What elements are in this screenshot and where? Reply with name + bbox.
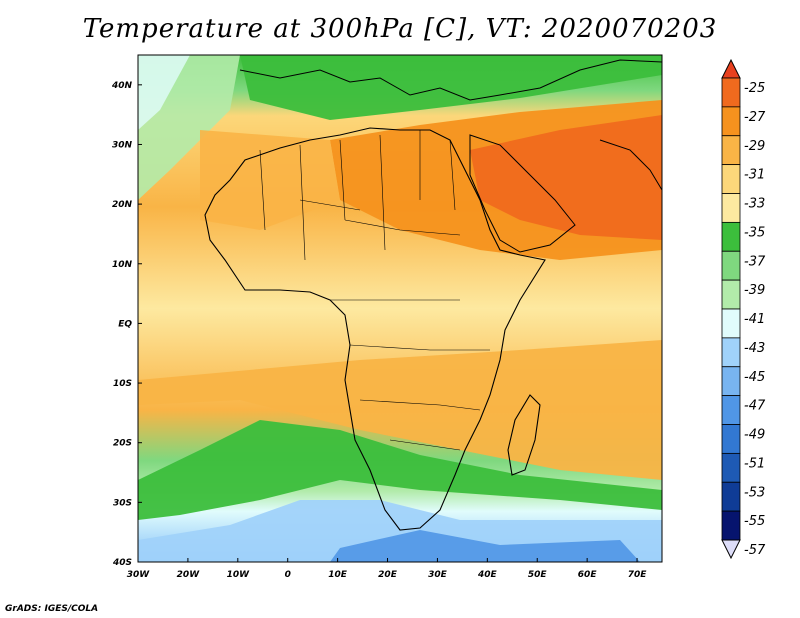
lon-tick-label: 20W <box>177 570 201 580</box>
colorbar-label: -33 <box>744 197 765 212</box>
plot-frame <box>137 54 663 563</box>
colorbar-label: -27 <box>744 110 766 125</box>
colorbar-swatch <box>721 164 741 194</box>
lon-tick-label: 10W <box>227 570 251 580</box>
map-title: Temperature at 300hPa [C], VT: 202007020… <box>82 14 718 44</box>
lat-tick-label: 40N <box>111 81 133 91</box>
lon-tick-label: 60E <box>578 570 598 580</box>
lon-tick-label: 50E <box>528 570 548 580</box>
lon-tick-label: 30E <box>428 570 448 580</box>
colorbar-swatch <box>721 481 741 512</box>
temperature-region-west-ocean-cool <box>138 55 190 130</box>
colorbar-swatch <box>721 452 741 483</box>
africa-coastline <box>204 127 546 531</box>
lat-tick-label: 30N <box>112 140 133 150</box>
lon-tick-label: 10E <box>328 570 348 580</box>
colorbar-swatch <box>721 424 741 454</box>
country-borders <box>259 130 490 451</box>
lon-tick-label: 30W <box>127 570 151 580</box>
colorbar-label: -35 <box>744 225 765 240</box>
colorbar-top-arrow <box>721 58 741 79</box>
lon-tick-label: 20E <box>378 570 398 580</box>
footer-credit: GrADS: IGES/COLA <box>5 604 99 614</box>
colorbar-label: -39 <box>744 283 765 298</box>
colorbar-bottom-arrow <box>721 539 741 560</box>
colorbar-swatch <box>721 308 741 339</box>
colorbar-swatch <box>721 77 741 108</box>
colorbar-label: -37 <box>744 254 766 269</box>
colorbar-swatch <box>721 135 741 166</box>
colorbar-label: -43 <box>744 341 765 356</box>
europe-coast <box>239 59 662 101</box>
lat-tick-label: 30S <box>113 498 132 508</box>
lon-tick-label: 70E <box>628 570 648 580</box>
colorbar-swatch <box>721 395 741 425</box>
madagascar-outline <box>507 394 541 476</box>
colorbar-label: -29 <box>744 139 765 154</box>
lon-tick-label: 40E <box>477 570 498 580</box>
colorbar-label: -55 <box>744 514 765 529</box>
colorbar: -25 -27 -29 -31 -33 -35 -37 -39 -41 -43 -45 -47 -49 -… <box>721 58 766 560</box>
colorbar-label: -53 <box>744 485 765 500</box>
arabia-outline <box>469 134 576 253</box>
colorbar-swatch <box>721 250 741 281</box>
colorbar-label: -57 <box>744 543 766 558</box>
lon-tick-label: 0 <box>285 570 291 580</box>
lat-tick-label: 40S <box>112 558 132 568</box>
temperature-region-north-africa <box>200 130 340 230</box>
colorbar-swatch <box>721 106 741 137</box>
colorbar-label: -49 <box>744 428 765 443</box>
lat-tick-label: 10N <box>112 260 133 270</box>
lat-tick-label: EQ <box>118 319 132 329</box>
colorbar-swatch <box>721 510 741 541</box>
plot-area <box>138 55 662 562</box>
temperature-region-south-green <box>138 420 662 520</box>
colorbar-swatch <box>721 366 741 397</box>
lat-tick-label: 10S <box>113 379 132 389</box>
lat-tick-label: 20N <box>112 200 133 210</box>
temperature-region-arabia-hot <box>470 115 662 240</box>
colorbar-label: -25 <box>744 81 765 96</box>
colorbar-label: -51 <box>744 456 765 471</box>
colorbar-label: -41 <box>744 312 765 327</box>
colorbar-swatch <box>721 279 741 310</box>
temperature-region-med-green <box>240 55 662 120</box>
lat-tick-label: 20S <box>113 439 132 449</box>
colorbar-swatch <box>721 221 741 252</box>
colorbar-label: -31 <box>744 168 765 183</box>
colorbar-swatch <box>721 193 741 223</box>
temperature-region-south-coldest <box>330 530 640 562</box>
temperature-region-south-warm <box>138 340 662 480</box>
colorbar-label: -47 <box>744 399 766 414</box>
colorbar-label: -45 <box>744 370 765 385</box>
colorbar-swatch <box>721 337 741 368</box>
india-outline <box>599 139 662 191</box>
